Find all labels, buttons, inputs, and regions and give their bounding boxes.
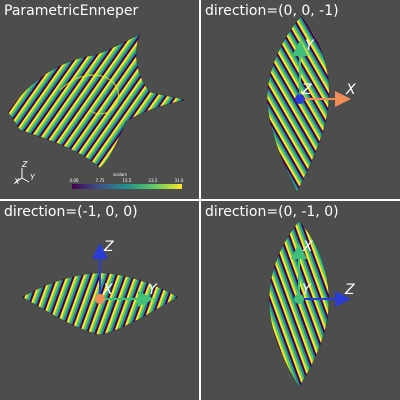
viewport-title: ParametricEnneper: [4, 3, 139, 19]
viewport-title: direction=(0, 0, -1): [205, 3, 339, 19]
axis-label-center: Z: [301, 82, 312, 98]
viewport-title: direction=(-1, 0, 0): [4, 204, 138, 220]
mini-axis-z: Z: [21, 160, 28, 169]
orientation-axes: Z X Y: [13, 160, 36, 186]
axis-origin-marker: [95, 294, 105, 304]
enneper-surface: [7, 33, 187, 169]
surface-view: Z X Y scalars 0.00 7.75 1: [7, 33, 187, 189]
scalar-bar-tick: 23.2: [149, 178, 158, 183]
axis-label-vertical: X: [302, 239, 313, 255]
surface-view: Z Y X: [21, 239, 179, 336]
scalar-bar-gradient: [72, 184, 182, 189]
axis-label-horizontal: X: [345, 82, 356, 98]
axis-label-vertical: Y: [305, 38, 315, 54]
scalar-bar: scalars 0.00 7.75 15.5 23.2 31.0: [70, 172, 184, 189]
viewport-title: direction=(0, -1, 0): [205, 204, 339, 220]
viewport-direction-z[interactable]: Y X Z direction=(0, 0, -1): [201, 0, 400, 199]
viewport-direction-x[interactable]: Z Y X direction=(-1, 0, 0): [0, 201, 199, 400]
axis-label-horizontal: Y: [148, 282, 158, 298]
enneper-surface: [266, 15, 330, 193]
scalar-bar-tick: 15.5: [123, 178, 132, 183]
viewport-direction-y[interactable]: X Z Y direction=(0, -1, 0): [201, 201, 400, 400]
mini-axis-y: Y: [30, 173, 36, 182]
scalar-bar-tick: 0.00: [70, 178, 79, 183]
surface-view: X Z Y: [268, 220, 355, 388]
axis-origin-marker: [294, 294, 304, 304]
scalar-bar-tick: 31.0: [175, 178, 184, 183]
axis-origin-marker: [295, 94, 305, 104]
axis-label-vertical: Z: [103, 239, 114, 255]
mini-axis-x: X: [13, 177, 20, 186]
viewport-parametric-enneper[interactable]: Z X Y scalars 0.00 7.75 1: [0, 0, 199, 199]
axis-label-center: Y: [302, 282, 312, 298]
surface-spiral: [59, 74, 119, 115]
surface-view: Y X Z: [266, 15, 356, 193]
axis-label-horizontal: Z: [344, 282, 355, 298]
scalar-bar-title: scalars: [113, 172, 127, 177]
axis-label-center: X: [102, 282, 113, 298]
scalar-bar-tick: 7.75: [96, 178, 105, 183]
